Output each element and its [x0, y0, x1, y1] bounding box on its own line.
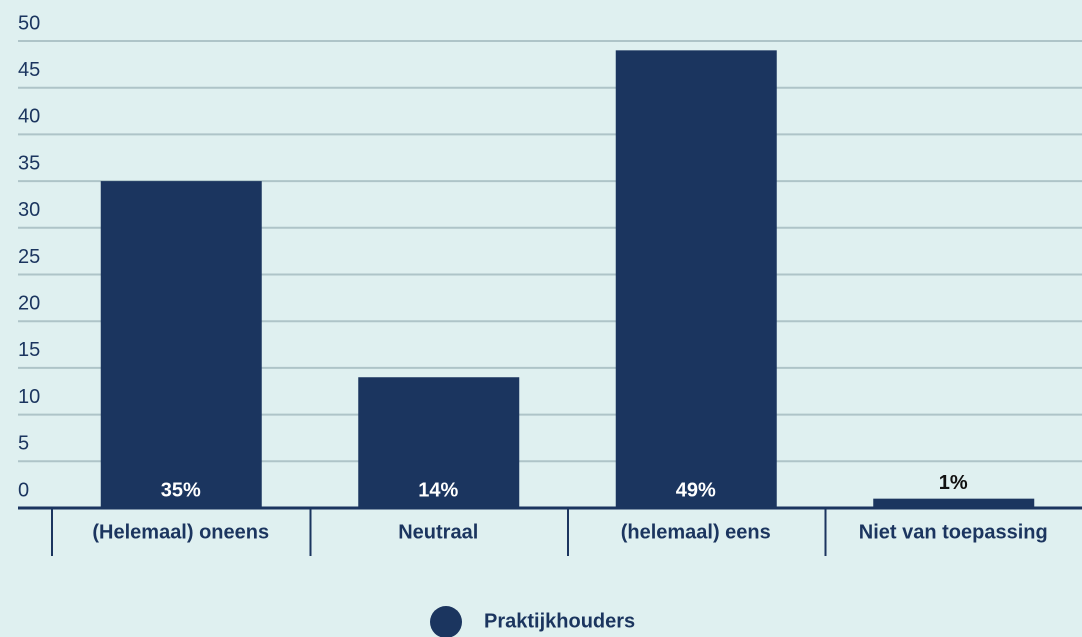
bar	[873, 498, 1035, 508]
bar	[358, 377, 520, 508]
y-tick-label: 40	[18, 106, 40, 128]
y-tick-label: 45	[18, 59, 40, 81]
x-tick-label: Neutraal	[398, 521, 478, 543]
y-tick-label: 10	[18, 386, 40, 408]
data-label: 14%	[418, 479, 458, 501]
y-tick-label: 5	[18, 433, 29, 455]
y-tick-label: 20	[18, 292, 40, 314]
legend-marker	[430, 606, 462, 637]
data-label: 35%	[161, 479, 201, 501]
x-tick-label: (Helemaal) oneens	[92, 521, 269, 543]
y-tick-label: 0	[18, 479, 29, 501]
x-tick-label: Niet van toepassing	[859, 521, 1048, 543]
x-tick-label: (helemaal) eens	[621, 521, 771, 543]
y-tick-label: 50	[18, 12, 40, 34]
y-tick-label: 15	[18, 339, 40, 361]
data-label: 49%	[676, 479, 716, 501]
legend-label: Praktijkhouders	[484, 610, 635, 632]
bar	[100, 181, 262, 508]
bar	[615, 50, 777, 509]
y-tick-label: 35	[18, 152, 40, 174]
y-tick-label: 30	[18, 199, 40, 221]
data-label: 1%	[939, 472, 968, 494]
y-tick-label: 25	[18, 246, 40, 268]
